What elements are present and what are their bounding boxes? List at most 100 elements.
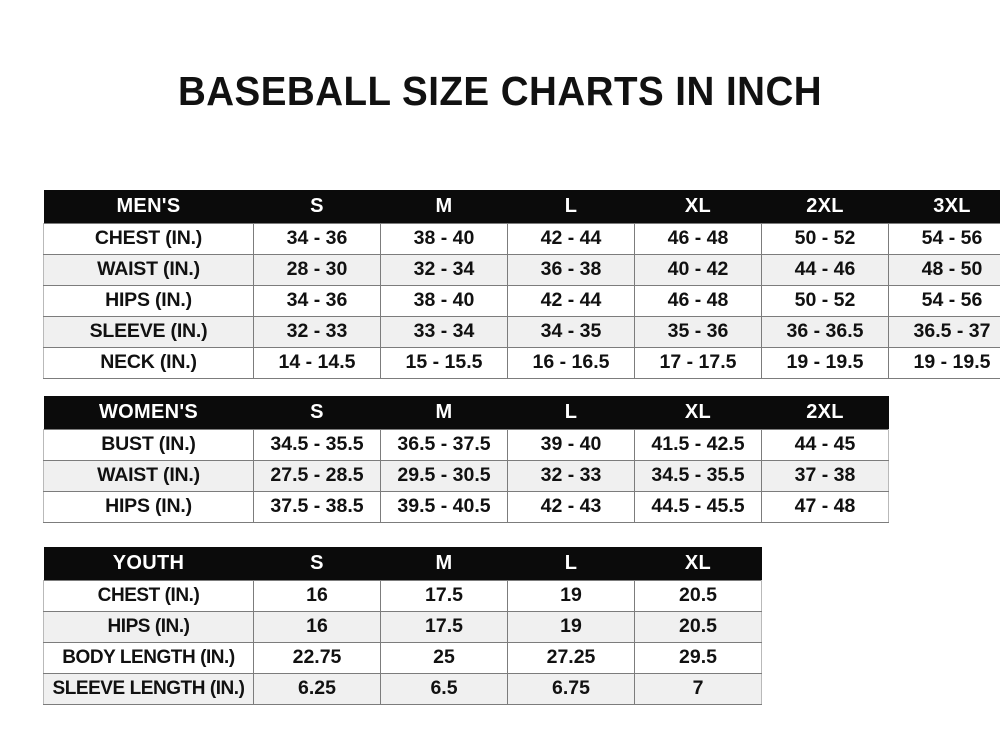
- mens-value-cell: 54 - 56: [888, 222, 1000, 255]
- mens-value-cell: 34 - 36: [253, 284, 381, 317]
- mens-value-cell: 19 - 19.5: [888, 346, 1000, 379]
- mens-value-cell: 33 - 34: [380, 315, 508, 348]
- mens-header-row: MEN'S S M L XL 2XL 3XL: [43, 190, 1000, 223]
- table-row: NECK (IN.) 14 - 14.5 15 - 15.5 16 - 16.5 17 …: [43, 346, 1000, 379]
- youth-size-header-m: M: [380, 547, 508, 580]
- womens-size-header-2xl: 2XL: [761, 396, 889, 429]
- womens-size-header-xl: XL: [634, 396, 762, 429]
- mens-value-cell: 28 - 30: [253, 253, 381, 286]
- youth-header-row: YOUTH S M L XL: [43, 547, 762, 580]
- youth-value-cell: 17.5: [380, 579, 508, 612]
- mens-value-cell: 50 - 52: [761, 222, 889, 255]
- youth-value-cell: 16: [253, 579, 381, 612]
- mens-size-header-xl: XL: [634, 190, 762, 223]
- table-row: HIPS (IN.) 34 - 36 38 - 40 42 - 44 46 - 48 50…: [43, 284, 1000, 317]
- mens-value-cell: 35 - 36: [634, 315, 762, 348]
- youth-value-cell: 19: [507, 610, 635, 643]
- womens-value-cell: 39 - 40: [507, 428, 635, 461]
- youth-measurement-label: BODY LENGTH (IN.): [43, 641, 254, 674]
- mens-size-header-l: L: [507, 190, 635, 223]
- mens-measurement-label: WAIST (IN.): [43, 253, 254, 286]
- womens-value-cell: 39.5 - 40.5: [380, 490, 508, 523]
- womens-value-cell: 32 - 33: [507, 459, 635, 492]
- youth-table-heading: YOUTH: [43, 547, 254, 580]
- womens-value-cell: 34.5 - 35.5: [253, 428, 381, 461]
- youth-value-cell: 6.75: [507, 672, 635, 705]
- mens-size-table: MEN'S S M L XL 2XL 3XL CHEST (IN.) 34 - 36 38 - …: [43, 190, 1000, 379]
- womens-size-header-s: S: [253, 396, 381, 429]
- womens-size-table: WOMEN'S S M L XL 2XL BUST (IN.) 34.5 - 35.5 36.…: [43, 396, 889, 523]
- table-row: CHEST (IN.) 16 17.5 19 20.5: [43, 579, 762, 612]
- mens-value-cell: 14 - 14.5: [253, 346, 381, 379]
- youth-measurement-label: SLEEVE LENGTH (IN.): [43, 672, 254, 705]
- womens-value-cell: 37.5 - 38.5: [253, 490, 381, 523]
- mens-value-cell: 17 - 17.5: [634, 346, 762, 379]
- mens-value-cell: 34 - 36: [253, 222, 381, 255]
- table-row: BUST (IN.) 34.5 - 35.5 36.5 - 37.5 39 - 40 4…: [43, 428, 889, 461]
- table-row: SLEEVE LENGTH (IN.) 6.25 6.5 6.75 7: [43, 672, 762, 705]
- youth-table-head: YOUTH S M L XL: [43, 547, 762, 580]
- youth-value-cell: 27.25: [507, 641, 635, 674]
- womens-measurement-label: HIPS (IN.): [43, 490, 254, 523]
- womens-value-cell: 34.5 - 35.5: [634, 459, 762, 492]
- mens-value-cell: 44 - 46: [761, 253, 889, 286]
- youth-table-body: CHEST (IN.) 16 17.5 19 20.5 HIPS (IN.) 16 17.5 1…: [43, 579, 762, 705]
- mens-value-cell: 19 - 19.5: [761, 346, 889, 379]
- mens-value-cell: 40 - 42: [634, 253, 762, 286]
- youth-value-cell: 25: [380, 641, 508, 674]
- mens-table-body: CHEST (IN.) 34 - 36 38 - 40 42 - 44 46 - 48 5…: [43, 222, 1000, 379]
- mens-value-cell: 54 - 56: [888, 284, 1000, 317]
- mens-value-cell: 32 - 34: [380, 253, 508, 286]
- womens-value-cell: 44 - 45: [761, 428, 889, 461]
- womens-size-header-m: M: [380, 396, 508, 429]
- mens-size-header-3xl: 3XL: [888, 190, 1000, 223]
- table-row: HIPS (IN.) 37.5 - 38.5 39.5 - 40.5 42 - 43 4…: [43, 490, 889, 523]
- mens-value-cell: 15 - 15.5: [380, 346, 508, 379]
- womens-value-cell: 44.5 - 45.5: [634, 490, 762, 523]
- youth-value-cell: 22.75: [253, 641, 381, 674]
- mens-value-cell: 36.5 - 37: [888, 315, 1000, 348]
- womens-value-cell: 27.5 - 28.5: [253, 459, 381, 492]
- youth-measurement-label: HIPS (IN.): [43, 610, 254, 643]
- mens-measurement-label: SLEEVE (IN.): [43, 315, 254, 348]
- page-title: BASEBALL SIZE CHARTS IN INCH: [177, 68, 823, 114]
- youth-value-cell: 6.25: [253, 672, 381, 705]
- mens-table-head: MEN'S S M L XL 2XL 3XL: [43, 190, 1000, 223]
- mens-value-cell: 48 - 50: [888, 253, 1000, 286]
- youth-value-cell: 16: [253, 610, 381, 643]
- youth-size-header-xl: XL: [634, 547, 762, 580]
- mens-table-heading: MEN'S: [43, 190, 254, 223]
- youth-value-cell: 20.5: [634, 610, 762, 643]
- womens-value-cell: 47 - 48: [761, 490, 889, 523]
- mens-measurement-label: HIPS (IN.): [43, 284, 254, 317]
- mens-value-cell: 46 - 48: [634, 222, 762, 255]
- youth-value-cell: 20.5: [634, 579, 762, 612]
- mens-value-cell: 38 - 40: [380, 222, 508, 255]
- womens-value-cell: 41.5 - 42.5: [634, 428, 762, 461]
- youth-value-cell: 29.5: [634, 641, 762, 674]
- mens-value-cell: 38 - 40: [380, 284, 508, 317]
- womens-measurement-label: WAIST (IN.): [43, 459, 254, 492]
- youth-size-table: YOUTH S M L XL CHEST (IN.) 16 17.5 19 20.5 HIPS (…: [43, 547, 762, 705]
- mens-value-cell: 50 - 52: [761, 284, 889, 317]
- mens-size-header-m: M: [380, 190, 508, 223]
- womens-size-header-l: L: [507, 396, 635, 429]
- mens-size-header-s: S: [253, 190, 381, 223]
- youth-value-cell: 7: [634, 672, 762, 705]
- table-row: SLEEVE (IN.) 32 - 33 33 - 34 34 - 35 35 - 36…: [43, 315, 1000, 348]
- table-row: WAIST (IN.) 28 - 30 32 - 34 36 - 38 40 - 42 4…: [43, 253, 1000, 286]
- womens-value-cell: 42 - 43: [507, 490, 635, 523]
- youth-value-cell: 17.5: [380, 610, 508, 643]
- table-row: CHEST (IN.) 34 - 36 38 - 40 42 - 44 46 - 48 5…: [43, 222, 1000, 255]
- mens-value-cell: 34 - 35: [507, 315, 635, 348]
- womens-header-row: WOMEN'S S M L XL 2XL: [43, 396, 889, 429]
- mens-measurement-label: CHEST (IN.): [43, 222, 254, 255]
- mens-value-cell: 46 - 48: [634, 284, 762, 317]
- womens-value-cell: 37 - 38: [761, 459, 889, 492]
- youth-size-header-l: L: [507, 547, 635, 580]
- mens-measurement-label: NECK (IN.): [43, 346, 254, 379]
- mens-value-cell: 16 - 16.5: [507, 346, 635, 379]
- mens-value-cell: 36 - 38: [507, 253, 635, 286]
- youth-size-header-s: S: [253, 547, 381, 580]
